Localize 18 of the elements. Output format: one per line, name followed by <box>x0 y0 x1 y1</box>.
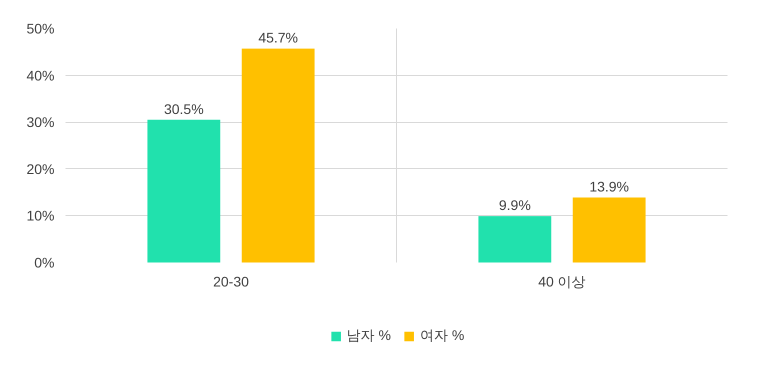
text: 13.9% <box>589 178 630 194</box>
y-tick-label: 0% <box>34 254 54 270</box>
text: 45.7% <box>258 30 298 46</box>
bar <box>242 48 315 262</box>
x-tick-label: 40 이상 <box>538 274 586 290</box>
text: 9.9% <box>498 197 531 214</box>
legend-label: 남자 % <box>346 326 391 344</box>
bar <box>572 197 646 262</box>
x-tick-label: 20-30 <box>213 274 250 290</box>
bar <box>147 120 220 262</box>
y-tick-label: 50% <box>26 20 55 36</box>
y-tick-label: 10% <box>26 208 55 224</box>
legend-label: 여자 % <box>420 326 464 344</box>
y-tick-label: 20% <box>26 160 55 177</box>
bar <box>478 216 552 262</box>
y-tick-label: 40% <box>26 67 55 84</box>
text: 30.5% <box>164 100 204 117</box>
y-tick-label: 30% <box>26 114 55 130</box>
